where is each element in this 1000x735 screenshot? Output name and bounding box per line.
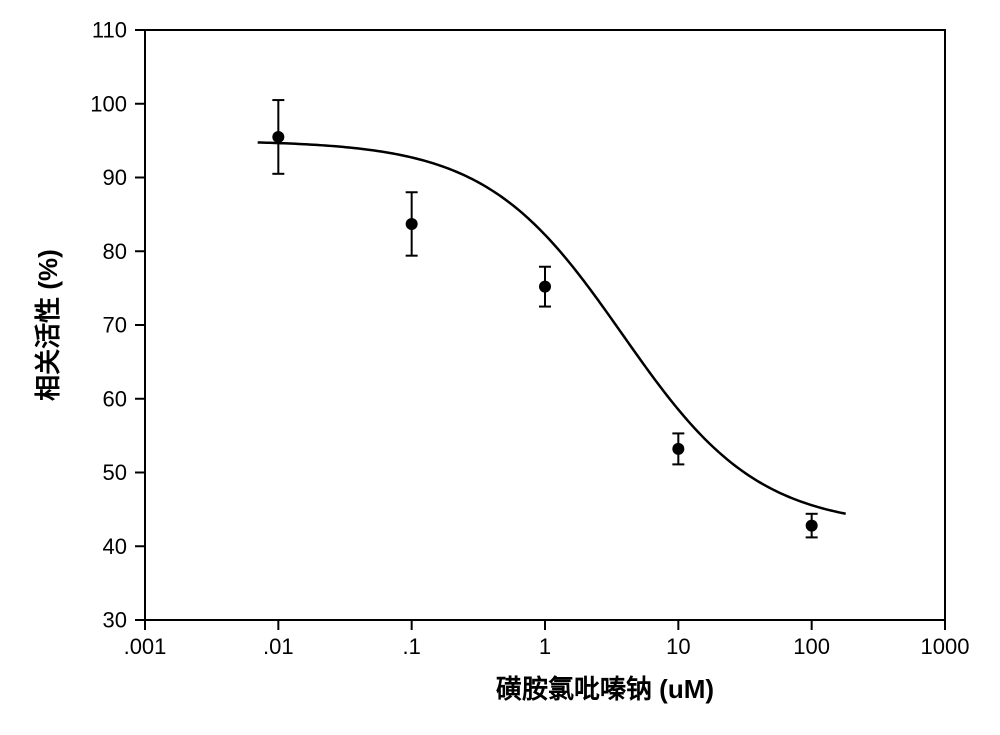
x-tick-label: .01: [263, 634, 294, 659]
y-tick-label: 40: [103, 534, 127, 559]
dose-response-chart: .001.01.11101001000 30405060708090100110…: [0, 0, 1000, 735]
x-axis-ticks: .001 .01 .1 1 10 100 1000: [124, 620, 970, 659]
chart-svg: .001.01.11101001000 30405060708090100110…: [0, 0, 1000, 735]
error-bars: [272, 100, 817, 537]
data-point: [539, 281, 551, 293]
y-tick-label: 100: [90, 91, 127, 116]
x-tick-label: .001: [124, 634, 167, 659]
x-tick-label: 1: [539, 634, 551, 659]
y-tick-label: 80: [103, 239, 127, 264]
y-tick-label: 30: [103, 608, 127, 633]
x-axis-label: 磺胺氯吡嗪钠 (uM): [496, 674, 714, 704]
x-tick-label: .1: [402, 634, 420, 659]
data-markers: [272, 131, 817, 532]
y-tick-label: 90: [103, 165, 127, 190]
x-tick-label: 1000: [921, 634, 970, 659]
fit-curve: [258, 142, 846, 513]
y-axis-label: 相关活性 (%): [33, 249, 63, 401]
data-point: [272, 131, 284, 143]
y-tick-label: 60: [103, 386, 127, 411]
y-axis-ticks: 30 40 50 60 70 80 90 100 110: [90, 18, 145, 633]
data-point: [806, 520, 818, 532]
data-point: [406, 218, 418, 230]
plot-border: [145, 30, 945, 620]
data-point: [672, 443, 684, 455]
x-tick-label: 100: [793, 634, 830, 659]
y-tick-label: 110: [92, 18, 127, 43]
y-tick-label: 50: [103, 460, 127, 485]
y-tick-label: 70: [103, 313, 127, 338]
x-tick-label: 10: [666, 634, 690, 659]
